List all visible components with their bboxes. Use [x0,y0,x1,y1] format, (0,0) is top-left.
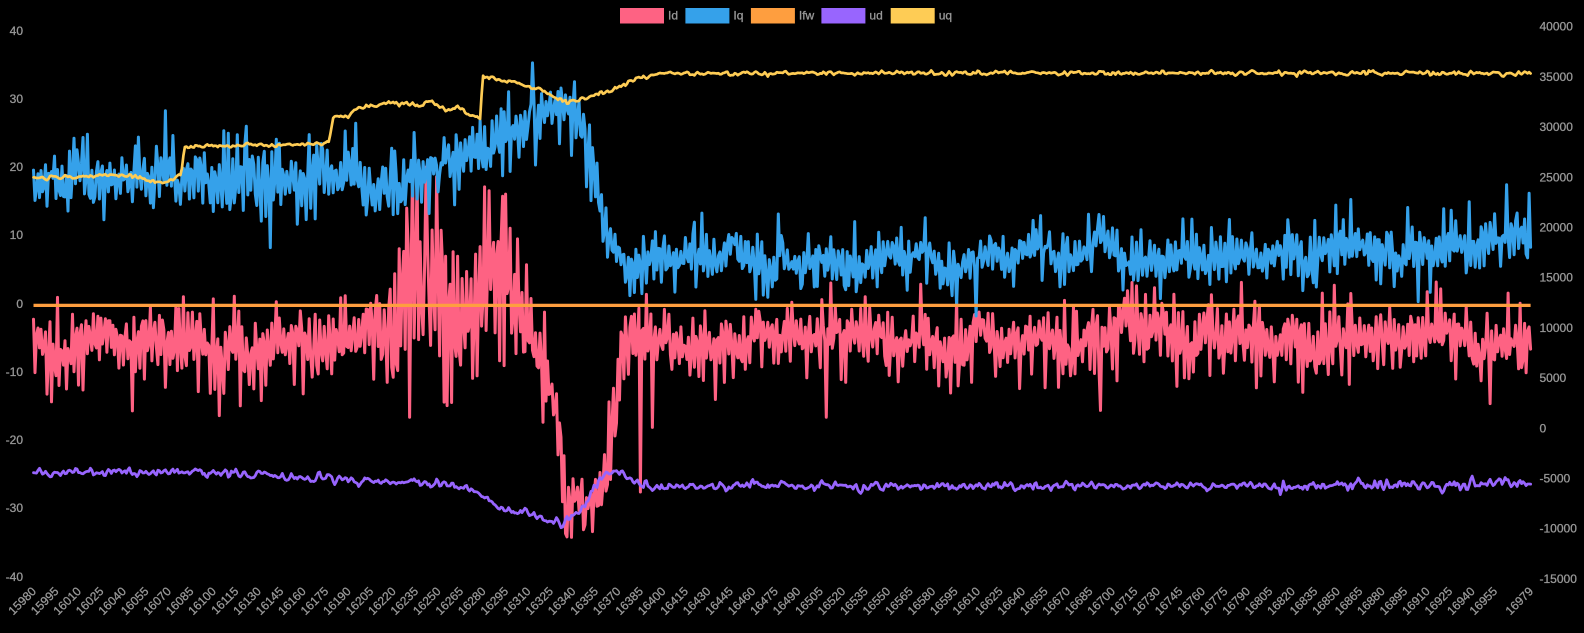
svg-text:ud: ud [869,9,882,23]
svg-text:-40: -40 [6,570,24,584]
svg-text:uq: uq [939,9,952,23]
svg-text:35000: 35000 [1540,70,1574,84]
svg-text:10: 10 [10,228,24,242]
svg-text:20000: 20000 [1540,221,1574,235]
svg-text:-30: -30 [6,501,24,515]
svg-text:20: 20 [10,160,24,174]
svg-text:0: 0 [16,297,23,311]
svg-text:-15000: -15000 [1540,572,1578,586]
svg-text:25000: 25000 [1540,170,1574,184]
svg-text:-10000: -10000 [1540,522,1578,536]
svg-text:5000: 5000 [1540,371,1567,385]
svg-text:10000: 10000 [1540,321,1574,335]
svg-text:0: 0 [1540,421,1547,435]
svg-text:40000: 40000 [1540,20,1574,34]
svg-text:-20: -20 [6,433,24,447]
svg-text:-10: -10 [6,365,24,379]
svg-text:30: 30 [10,92,24,106]
svg-text:30000: 30000 [1540,120,1574,134]
svg-text:-5000: -5000 [1540,472,1571,486]
svg-text:15000: 15000 [1540,271,1574,285]
svg-text:Id: Id [668,9,678,23]
svg-text:Ifw: Ifw [799,9,815,23]
svg-text:40: 40 [10,24,24,38]
svg-text:Iq: Iq [733,9,743,23]
